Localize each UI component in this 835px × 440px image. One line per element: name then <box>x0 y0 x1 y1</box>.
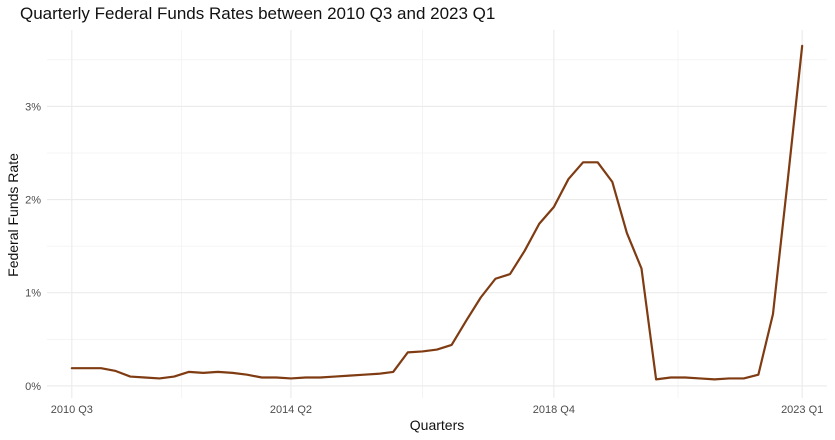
chart-title: Quarterly Federal Funds Rates between 20… <box>20 4 496 23</box>
x-tick-label: 2023 Q1 <box>781 404 823 416</box>
x-tick-label: 2018 Q4 <box>533 404 575 416</box>
series-line-0 <box>70 44 804 381</box>
y-tick-label: 2% <box>25 195 41 207</box>
minor-gridlines <box>47 30 827 398</box>
x-axis-ticks: 2010 Q3 2014 Q2 2018 Q4 2023 Q1 <box>51 404 824 416</box>
series-layer <box>70 44 804 381</box>
y-axis-ticks: 0% 1% 2% 3% <box>25 101 41 392</box>
y-tick-label: 0% <box>25 381 41 393</box>
major-gridlines <box>47 30 827 398</box>
x-tick-label: 2010 Q3 <box>51 404 93 416</box>
y-tick-label: 3% <box>25 101 41 113</box>
x-axis-title: Quarters <box>410 417 464 433</box>
x-tick-label: 2014 Q2 <box>270 404 312 416</box>
y-axis-title: Federal Funds Rate <box>5 153 21 277</box>
y-tick-label: 1% <box>25 288 41 300</box>
